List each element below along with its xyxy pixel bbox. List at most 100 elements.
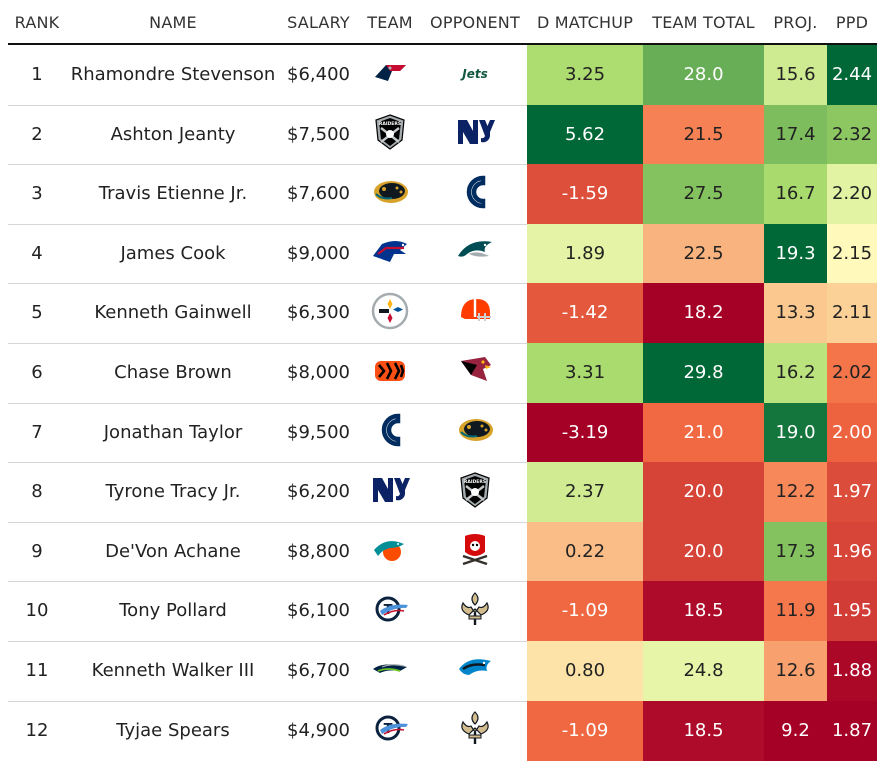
proj-cell: 16.2 xyxy=(764,343,827,403)
svg-text:Jets: Jets xyxy=(460,67,487,81)
header-d-matchup: D MATCHUP xyxy=(536,13,634,32)
salary-cell: $6,300 xyxy=(287,302,350,324)
player-name-cell: Jonathan Taylor xyxy=(103,421,243,443)
d-matchup-cell: -3.19 xyxy=(527,402,643,463)
salary-cell: $9,000 xyxy=(287,242,350,264)
header-team: TEAM xyxy=(367,13,413,32)
rank-cell: 8 xyxy=(31,481,43,503)
ppd-cell: 2.02 xyxy=(827,343,877,403)
proj-cell: 11.9 xyxy=(764,581,827,642)
rank-cell: 1 xyxy=(31,64,43,85)
salary-cell: $6,200 xyxy=(287,481,350,503)
salary-cell: $6,700 xyxy=(287,660,350,681)
team-total-cell: 21.5 xyxy=(643,104,764,165)
row-divider xyxy=(8,403,527,404)
salary-cell: $4,900 xyxy=(287,719,350,741)
proj-cell: 12.2 xyxy=(764,462,827,523)
raiders-team-logo-icon: RAIDERS xyxy=(368,110,412,154)
team-total-cell: 28.0 xyxy=(643,45,764,105)
team-total-cell: 18.5 xyxy=(643,581,764,642)
rank-cell: 5 xyxy=(31,302,43,324)
row-divider xyxy=(8,283,527,284)
player-name-cell: Chase Brown xyxy=(114,362,232,383)
row-divider xyxy=(8,581,527,582)
header-proj: PROJ. xyxy=(773,13,818,32)
team-total-cell: 18.5 xyxy=(643,700,764,761)
team-total-cell: 21.0 xyxy=(643,402,764,463)
jets-opponent-logo-icon: Jets xyxy=(453,51,497,95)
ppd-cell: 2.15 xyxy=(827,223,877,284)
rank-cell: 12 xyxy=(25,719,49,741)
salary-cell: $7,600 xyxy=(287,183,350,205)
row-divider xyxy=(8,164,527,165)
team-total-cell: 20.0 xyxy=(643,462,764,523)
salary-cell: $6,100 xyxy=(287,600,350,622)
row-divider xyxy=(8,641,527,642)
d-matchup-cell: 0.80 xyxy=(527,641,643,701)
rank-cell: 3 xyxy=(31,183,43,205)
d-matchup-cell: 5.62 xyxy=(527,104,643,165)
jaguars-team-logo-icon xyxy=(368,170,412,214)
rank-cell: 11 xyxy=(25,660,49,681)
d-matchup-cell: -1.09 xyxy=(527,700,643,761)
svg-text:RAIDERS: RAIDERS xyxy=(464,479,486,485)
saints-opponent-logo-icon xyxy=(453,706,497,750)
ppd-cell: 1.97 xyxy=(827,462,877,523)
d-matchup-cell: -1.42 xyxy=(527,283,643,344)
ppd-cell: 1.96 xyxy=(827,521,877,582)
ppd-cell: 1.88 xyxy=(827,641,877,701)
proj-cell: 19.0 xyxy=(764,402,827,463)
colts-opponent-logo-icon xyxy=(453,170,497,214)
d-matchup-cell: 0.22 xyxy=(527,521,643,582)
player-name-cell: Tyrone Tracy Jr. xyxy=(105,481,241,503)
svg-text:RAIDERS: RAIDERS xyxy=(379,121,401,127)
row-divider xyxy=(8,522,527,523)
header-opponent: OPPONENT xyxy=(430,13,520,32)
salary-cell: $6,400 xyxy=(287,64,350,85)
row-divider xyxy=(8,701,527,702)
team-total-cell: 27.5 xyxy=(643,164,764,225)
d-matchup-cell: 3.25 xyxy=(527,45,643,105)
header-salary: SALARY xyxy=(287,13,350,32)
titans-team-logo-icon: T xyxy=(368,706,412,750)
ppd-cell: 1.87 xyxy=(827,700,877,761)
team-total-cell: 24.8 xyxy=(643,641,764,701)
raiders-opponent-logo-icon: RAIDERS xyxy=(453,468,497,512)
player-name-cell: Rhamondre Stevenson xyxy=(70,64,276,85)
giants-opponent-logo-icon xyxy=(453,110,497,154)
ppd-cell: 2.32 xyxy=(827,104,877,165)
rank-cell: 10 xyxy=(25,600,49,622)
header-ppd: PPD xyxy=(835,13,869,32)
player-name-cell: Tony Pollard xyxy=(119,600,227,622)
proj-cell: 15.6 xyxy=(764,45,827,105)
d-matchup-cell: 3.31 xyxy=(527,343,643,403)
header-divider xyxy=(8,43,877,45)
d-matchup-cell: -1.59 xyxy=(527,164,643,225)
proj-cell: 19.3 xyxy=(764,223,827,284)
salary-cell: $8,000 xyxy=(287,362,350,383)
header-name: NAME xyxy=(149,13,197,32)
cardinals-opponent-logo-icon xyxy=(453,349,497,393)
player-name-cell: Kenneth Gainwell xyxy=(94,302,252,324)
browns-opponent-logo-icon xyxy=(453,289,497,333)
ppd-cell: 2.11 xyxy=(827,283,877,344)
salary-cell: $8,800 xyxy=(287,540,350,562)
d-matchup-cell: 2.37 xyxy=(527,462,643,523)
colts-team-logo-icon xyxy=(368,408,412,452)
proj-cell: 13.3 xyxy=(764,283,827,344)
rank-cell: 4 xyxy=(31,242,43,264)
row-divider xyxy=(8,105,527,106)
rank-cell: 9 xyxy=(31,540,43,562)
giants-team-logo-icon xyxy=(368,468,412,512)
ppd-cell: 2.00 xyxy=(827,402,877,463)
rank-cell: 7 xyxy=(31,421,43,443)
proj-cell: 17.3 xyxy=(764,521,827,582)
team-total-cell: 22.5 xyxy=(643,223,764,284)
player-name-cell: Travis Etienne Jr. xyxy=(98,183,248,205)
proj-cell: 17.4 xyxy=(764,104,827,165)
saints-opponent-logo-icon xyxy=(453,587,497,631)
ppd-cell: 1.95 xyxy=(827,581,877,642)
player-name-cell: Ashton Jeanty xyxy=(110,123,236,145)
team-total-cell: 20.0 xyxy=(643,521,764,582)
